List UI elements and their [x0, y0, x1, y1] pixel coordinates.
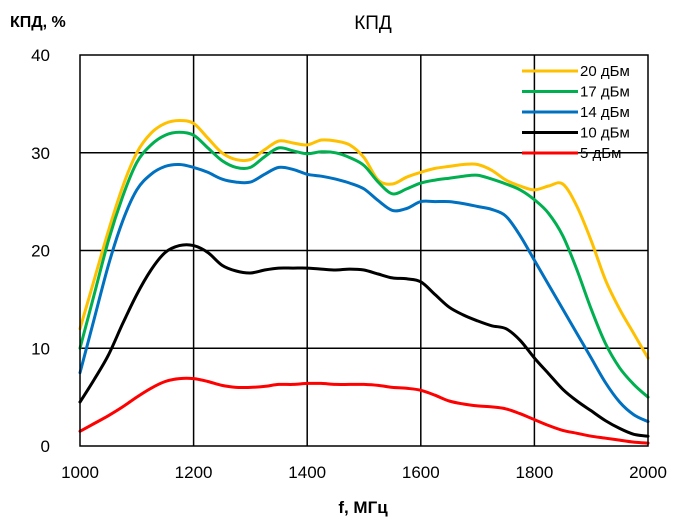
series-line	[78, 243, 650, 438]
x-tick-label: 2000	[629, 463, 667, 482]
x-tick-label: 1400	[288, 463, 326, 482]
series-line	[78, 376, 650, 445]
series-line	[78, 162, 650, 424]
series-line	[78, 119, 650, 360]
y-tick-label: 0	[41, 437, 50, 456]
tick-labels: 1000 1200 1400 1600 1800 2000 0 10 20 30 40	[31, 46, 667, 482]
series-line	[78, 130, 650, 399]
plot-border	[79, 54, 649, 447]
x-tick-label: 1000	[61, 463, 99, 482]
y-tick-label: 10	[31, 339, 50, 358]
y-axis-label: КПД, %	[10, 14, 66, 31]
y-tick-label: 20	[31, 242, 50, 261]
legend-label: 14 дБм	[580, 104, 630, 121]
legend-label: 10 дБм	[580, 125, 630, 142]
chart-title: КПД	[354, 13, 392, 34]
x-axis-label: f, МГц	[338, 498, 388, 517]
legend-label: 5 дБм	[580, 145, 621, 162]
legend: 20 дБм 17 дБм 14 дБм 10 дБм 5 дБм	[522, 63, 630, 162]
y-tick-label: 40	[31, 46, 50, 65]
y-tick-label: 30	[31, 144, 50, 163]
legend-label: 20 дБм	[580, 63, 630, 80]
legend-label: 17 дБм	[580, 84, 630, 101]
series-lines	[78, 119, 650, 445]
grid	[80, 55, 648, 446]
x-tick-label: 1600	[402, 463, 440, 482]
x-tick-label: 1800	[515, 463, 553, 482]
x-tick-label: 1200	[175, 463, 213, 482]
